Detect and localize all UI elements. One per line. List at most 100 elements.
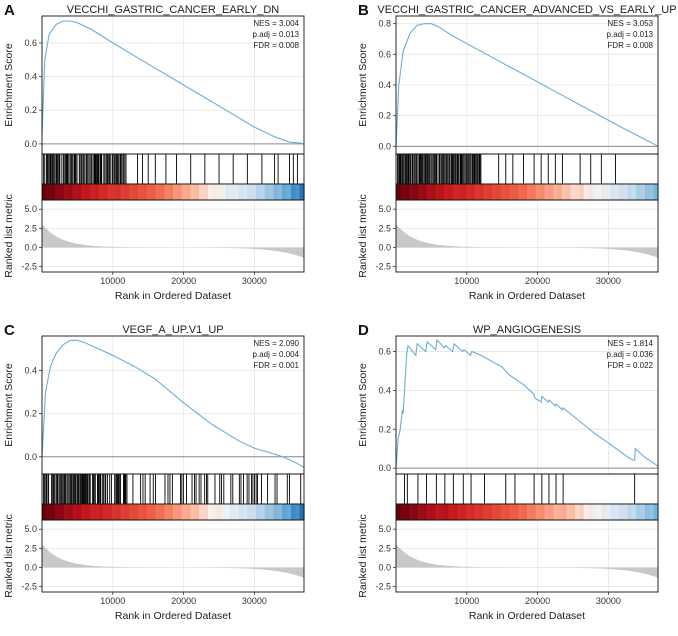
heatmap-cell bbox=[505, 504, 511, 520]
heatmap-cell bbox=[181, 504, 187, 520]
heatmap-cell bbox=[461, 184, 467, 200]
heatmap-cell bbox=[290, 504, 296, 520]
heatmap-cell bbox=[404, 504, 410, 520]
heatmap-cell bbox=[111, 184, 117, 200]
ranked-metric-area bbox=[42, 224, 304, 258]
x-tick-label: 10000 bbox=[454, 276, 479, 286]
panel-c: C VEGF_A_UP.V1_UP 0.0 0.2 0.4 Enrichment Scor… bbox=[3, 322, 305, 622]
y-tick-label: 0.0 bbox=[24, 139, 37, 149]
heatmap-cell bbox=[583, 504, 589, 520]
heatmap-cell bbox=[142, 504, 148, 520]
heatmap-cell bbox=[478, 184, 484, 200]
heatmap-cell bbox=[404, 184, 410, 200]
heatmap-cell bbox=[286, 504, 292, 520]
heatmap-cell bbox=[522, 504, 528, 520]
heatmap-cell bbox=[430, 184, 436, 200]
x-tick-label: 10000 bbox=[454, 596, 479, 606]
nes-label: NES = 2.090 bbox=[253, 339, 299, 348]
heatmap-cell bbox=[203, 184, 209, 200]
heatmap-cell bbox=[461, 504, 467, 520]
metric-tick-label: -2.5 bbox=[375, 582, 391, 592]
heatmap-cell bbox=[103, 184, 109, 200]
heatmap-cell bbox=[98, 184, 104, 200]
fdr-label: FDR = 0.008 bbox=[607, 41, 653, 50]
fdr-label: FDR = 0.001 bbox=[253, 361, 299, 370]
metric-frame bbox=[395, 199, 659, 273]
heatmap-cell bbox=[487, 184, 493, 200]
chart-title: VECCHI_GASTRIC_CANCER_ADVANCED_VS_EARLY_… bbox=[377, 4, 676, 16]
heatmap-cell bbox=[609, 504, 615, 520]
chart-title: WP_ANGIOGENESIS bbox=[473, 324, 581, 336]
metric-axis-label: Ranked list metric bbox=[357, 194, 369, 277]
ranked-metric-area bbox=[42, 544, 304, 578]
metric-tick-label: 2.5 bbox=[24, 543, 37, 553]
heatmap-cell bbox=[522, 184, 528, 200]
y-tick-label: 0.2 bbox=[24, 105, 37, 115]
heatmap-cell bbox=[72, 184, 78, 200]
heatmap-cell bbox=[601, 184, 607, 200]
heatmap-cell bbox=[579, 184, 585, 200]
heatmap-cell bbox=[85, 504, 91, 520]
heatmap-cell bbox=[277, 184, 283, 200]
rank-heatmap bbox=[396, 504, 659, 520]
heatmap-cell bbox=[55, 504, 61, 520]
heatmap-cell bbox=[229, 504, 235, 520]
heatmap-cell bbox=[430, 504, 436, 520]
heatmap-cell bbox=[155, 184, 161, 200]
heatmap-cell bbox=[527, 184, 532, 200]
heatmap-cell bbox=[588, 504, 594, 520]
rank-heatmap bbox=[42, 184, 305, 200]
heatmap-cell bbox=[55, 184, 61, 200]
heatmap-cell bbox=[592, 504, 598, 520]
heatmap-cell bbox=[566, 184, 572, 200]
heatmap-cell bbox=[483, 184, 489, 200]
heatmap-cell bbox=[159, 504, 165, 520]
ranked-metric-area bbox=[396, 544, 658, 578]
heatmap-cell bbox=[186, 504, 192, 520]
heatmap-cell bbox=[159, 184, 165, 200]
y-tick-label: 0.2 bbox=[378, 111, 391, 121]
heatmap-cell bbox=[601, 504, 607, 520]
padj-label: p.adj = 0.036 bbox=[607, 350, 654, 359]
heatmap-cell bbox=[553, 504, 559, 520]
heatmap-cell bbox=[247, 184, 253, 200]
heatmap-cell bbox=[513, 504, 519, 520]
nes-label: NES = 1.814 bbox=[607, 339, 653, 348]
heatmap-cell bbox=[124, 184, 130, 200]
y-tick-label: 0.6 bbox=[378, 347, 391, 357]
metric-tick-label: 2.5 bbox=[378, 223, 391, 233]
heatmap-cell bbox=[251, 184, 257, 200]
heatmap-cell bbox=[68, 184, 74, 200]
heatmap-cell bbox=[63, 504, 69, 520]
heatmap-cell bbox=[653, 504, 659, 520]
x-axis-label: Rank in Ordered Dataset bbox=[469, 290, 585, 302]
heatmap-cell bbox=[290, 184, 296, 200]
x-tick-label: 10000 bbox=[100, 596, 125, 606]
metric-tick-label: 2.5 bbox=[24, 223, 37, 233]
heatmap-cell bbox=[500, 504, 506, 520]
heatmap-cell bbox=[72, 504, 78, 520]
heatmap-cell bbox=[527, 504, 532, 520]
metric-tick-label: 5.0 bbox=[378, 204, 391, 214]
heatmap-cell bbox=[557, 184, 563, 200]
padj-label: p.adj = 0.013 bbox=[607, 30, 654, 39]
heatmap-cell bbox=[234, 504, 240, 520]
hit-lines bbox=[404, 474, 636, 504]
heatmap-cell bbox=[181, 184, 187, 200]
heatmap-cell bbox=[194, 184, 200, 200]
x-tick-label: 20000 bbox=[171, 276, 196, 286]
y-tick-label: 0.4 bbox=[24, 72, 37, 82]
heatmap-cell bbox=[207, 184, 213, 200]
heatmap-cell bbox=[221, 504, 226, 520]
heatmap-cell bbox=[457, 504, 463, 520]
metric-tick-label: 0.0 bbox=[378, 242, 391, 252]
heatmap-cell bbox=[553, 184, 559, 200]
heatmap-cell bbox=[273, 184, 279, 200]
panel-a: A VECCHI_GASTRIC_CANCER_EARLY_DN 0.0 0.2 0.4… bbox=[3, 2, 305, 302]
x-tick-label: 30000 bbox=[596, 276, 621, 286]
heatmap-cell bbox=[409, 504, 415, 520]
fdr-label: FDR = 0.008 bbox=[253, 41, 299, 50]
y-tick-label: 0.0 bbox=[378, 141, 391, 151]
ranked-metric-area bbox=[396, 224, 658, 258]
heatmap-cell bbox=[583, 184, 589, 200]
